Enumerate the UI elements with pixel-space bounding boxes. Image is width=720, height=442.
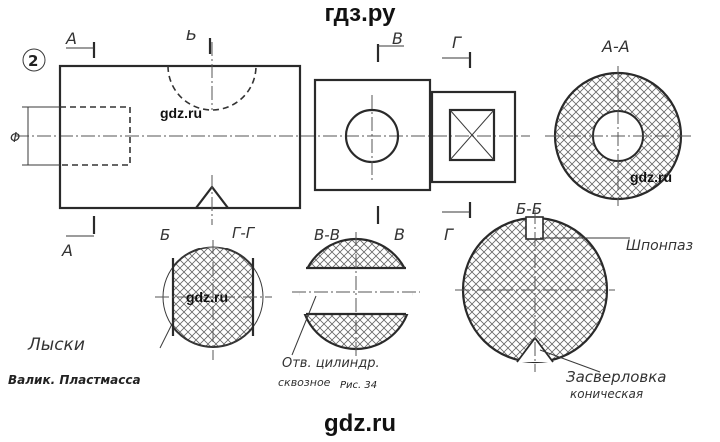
section-a-a-title: А-А <box>601 37 630 56</box>
section-a-a: А-А <box>545 37 692 206</box>
figure-number-badge: 2 <box>22 48 46 72</box>
technical-drawing: 2 Φ А А Б <box>8 30 693 401</box>
countersink-annotation-line1: Засверловка <box>566 368 667 386</box>
watermark-3: gdz.ru <box>186 289 228 305</box>
watermark-1: gdz.ru <box>160 105 202 121</box>
section-v-v: В-В <box>292 226 420 356</box>
figure-number: 2 <box>28 52 38 70</box>
mark-v-top: В <box>392 30 403 48</box>
leader-lines <box>159 237 630 373</box>
section-b-b: Б-Б <box>455 200 615 372</box>
hole-annotation-line2: сквозное <box>278 376 331 389</box>
mark-b-top: Б <box>186 30 197 44</box>
section-v-v-title: В-В <box>314 226 340 244</box>
watermark-2: gdz.ru <box>630 169 672 185</box>
shaft-large-section <box>58 64 302 210</box>
figure-label: Рис. 34 <box>340 380 377 391</box>
flats-square <box>448 108 496 162</box>
mark-a-top: А <box>65 30 77 48</box>
countersink-annotation-line2: коническая <box>570 387 643 401</box>
hole-annotation-line1: Отв. цилиндр. <box>282 356 380 371</box>
hidden-bore <box>60 106 131 166</box>
figure-caption: Валик. Пластмасса <box>8 373 141 387</box>
annotations: Лыски Отв. цилиндр. сквозное Шпонпаз Зас… <box>27 238 693 401</box>
section-g-g-title: Г-Г <box>232 224 256 242</box>
section-g-g: Г-Г Б <box>155 224 272 360</box>
cutting-plane-markers: А А Б В В Г Г <box>61 30 472 260</box>
mark-b-bottom: Б <box>160 226 170 244</box>
mark-v-bottom: В <box>394 225 405 244</box>
diameter-symbol: Φ <box>10 131 20 146</box>
bottom-watermark: gdz.ru <box>324 410 396 437</box>
shaft-middle-section <box>313 78 432 192</box>
mark-a-bottom: А <box>61 241 73 260</box>
top-watermark: гдз.ру <box>324 0 396 27</box>
section-b-b-title: Б-Б <box>516 200 542 218</box>
mark-g-bottom: Г <box>444 225 454 244</box>
keyway-annotation: Шпонпаз <box>626 238 693 254</box>
main-view: Φ <box>10 42 530 225</box>
flats-annotation: Лыски <box>27 335 85 355</box>
shaft-end-section <box>430 90 517 184</box>
mark-g-top: Г <box>452 33 462 52</box>
